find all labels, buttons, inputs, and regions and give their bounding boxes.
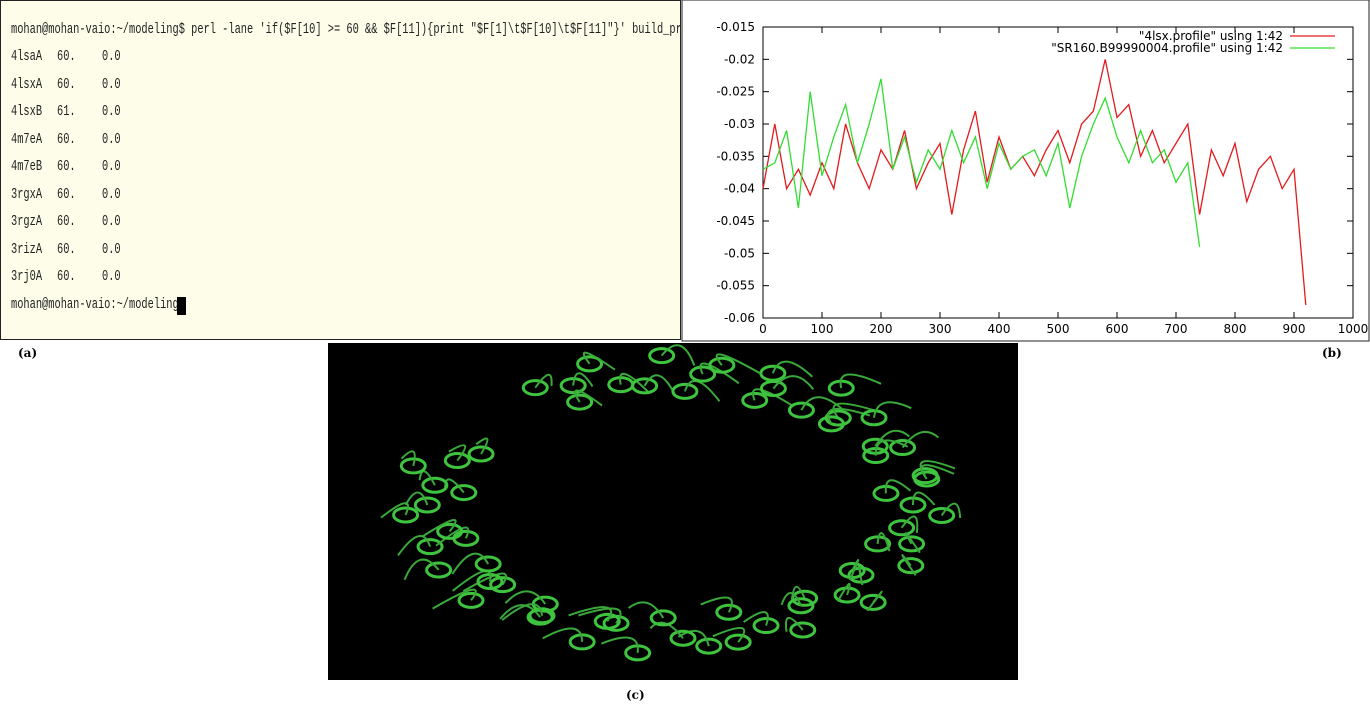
x-tick-label: 200: [870, 322, 893, 336]
x-tick-label: 800: [1224, 322, 1247, 336]
y-tick-label: -0.06: [724, 311, 755, 325]
panel-label: (a): [18, 346, 37, 360]
y-tick-label: -0.035: [716, 149, 755, 163]
legend-label: "SR160.B99990004.profile" using 1:42: [1051, 41, 1283, 55]
y-tick-label: -0.045: [716, 214, 755, 228]
panel-label: (b): [1322, 346, 1342, 360]
y-tick-label: -0.05: [724, 246, 755, 260]
y-tick-label: -0.025: [716, 85, 755, 99]
x-tick-label: 500: [1047, 322, 1070, 336]
x-tick-label: 0: [759, 322, 767, 336]
y-tick-label: -0.055: [716, 279, 755, 293]
y-tick-label: -0.015: [716, 20, 755, 34]
page: mohan@mohan-vaio:~/modeling$ perl -lane …: [0, 0, 1370, 705]
y-tick-label: -0.02: [724, 52, 755, 66]
x-tick-label: 400: [988, 322, 1011, 336]
y-tick-label: -0.03: [724, 117, 755, 131]
x-tick-label: 300: [929, 322, 952, 336]
x-tick-label: 700: [1165, 322, 1188, 336]
figure: (a) (b) (c) -0.06 -0.055 -0.05 -0.045 -0.04 -…: [0, 0, 1370, 705]
panel-label: (c): [626, 688, 645, 702]
y-tick-label: -0.04: [724, 182, 755, 196]
x-tick-label: 900: [1283, 322, 1306, 336]
x-tick-label: 600: [1106, 322, 1129, 336]
x-tick-label: 100: [811, 322, 834, 336]
x-tick-label: 1000: [1338, 322, 1369, 336]
